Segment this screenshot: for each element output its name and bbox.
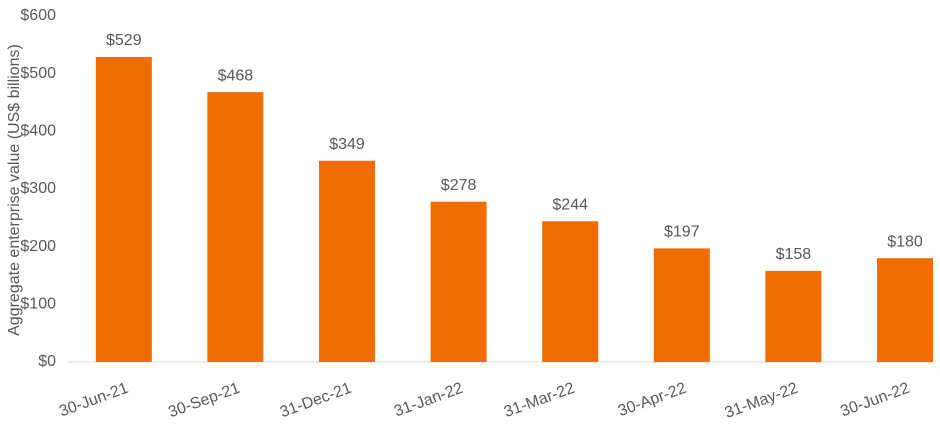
value-label: $349 [329, 136, 365, 153]
x-tick-label: 31-Mar-22 [502, 380, 577, 421]
y-tick-label: $600 [20, 7, 56, 24]
value-label: $180 [887, 233, 923, 250]
y-tick-label: $400 [20, 123, 56, 140]
x-tick-label: 31-Dec-21 [278, 380, 354, 422]
value-label: $244 [552, 197, 588, 214]
bar [765, 270, 822, 362]
y-tick-label: $200 [20, 238, 56, 255]
bar [319, 160, 375, 362]
y-axis-label: Aggregate enterprise value (US$ billions… [6, 44, 23, 336]
x-tick-label: 30-Jun-22 [838, 380, 912, 421]
value-label: $158 [776, 246, 812, 263]
y-tick-label: $300 [20, 180, 56, 197]
y-tick-label: $500 [20, 65, 56, 82]
x-tick-label: 30-Jun-21 [57, 380, 131, 421]
bar [207, 92, 264, 363]
x-tick-label: 31-May-22 [723, 380, 801, 422]
bar [95, 56, 152, 363]
x-tick-label: 31-Jan-22 [392, 380, 466, 421]
bar [877, 258, 933, 362]
value-label: $197 [664, 224, 700, 241]
bar [653, 248, 710, 362]
value-label: $529 [106, 32, 142, 49]
y-tick-label: $100 [20, 296, 56, 313]
x-tick-label: 30-Apr-22 [616, 380, 689, 420]
value-label: $278 [441, 177, 477, 194]
value-label: $468 [218, 67, 254, 84]
bar [430, 201, 487, 362]
x-tick-label: 30-Sep-21 [166, 380, 242, 422]
bar [542, 221, 599, 362]
y-tick-label: $0 [38, 353, 56, 370]
